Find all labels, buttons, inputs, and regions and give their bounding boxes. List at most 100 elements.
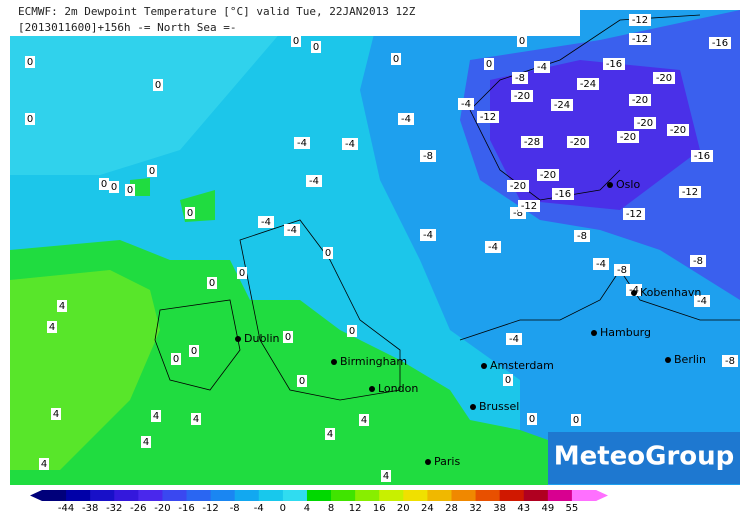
contour-label: 0 <box>127 185 133 196</box>
city-dot <box>470 404 476 410</box>
colorbar-label: 8 <box>328 503 334 514</box>
colorbar-segment <box>451 490 477 501</box>
contour-label-box <box>189 345 199 357</box>
colorbar-segment <box>523 490 549 501</box>
contour-label: 0 <box>293 36 299 47</box>
contour-label: -4 <box>488 242 498 253</box>
contour-label: 4 <box>327 429 333 440</box>
contour-label: -20 <box>540 170 556 181</box>
contour-label-box <box>551 99 573 111</box>
contour-label-box <box>99 178 109 190</box>
contour-label-box <box>191 413 201 425</box>
contour-label-box <box>518 200 540 212</box>
contour-label: -24 <box>554 100 570 111</box>
contour-label-box <box>391 53 401 65</box>
contour-label: -20 <box>637 118 653 129</box>
contour-label-box <box>25 113 35 125</box>
contour-label-box <box>517 35 527 47</box>
contour-label-box <box>629 94 651 106</box>
contour-label-box <box>153 79 163 91</box>
city-dot <box>481 363 487 369</box>
colorbar-label: 43 <box>517 503 530 514</box>
cities: Oslo Kobenhavn Hamburg Berlin Amsterdam Dubli… <box>235 178 706 468</box>
contour-label: -4 <box>297 138 307 149</box>
contour-label: -20 <box>632 95 648 106</box>
contour-label: -16 <box>694 151 710 162</box>
city-label: Birmingham <box>340 355 407 368</box>
contour-label: 0 <box>349 326 355 337</box>
contour-label: -12 <box>626 209 642 220</box>
contour-label-box <box>521 136 543 148</box>
contour-label-box <box>512 72 528 84</box>
colorbar-arrow <box>596 490 608 501</box>
map <box>10 10 740 485</box>
city-label: Amsterdam <box>490 359 554 372</box>
colorbar-segment <box>186 490 212 501</box>
contour-label-box <box>25 56 35 68</box>
contour-label: 0 <box>519 36 525 47</box>
contour-label-box <box>284 224 300 236</box>
city-dot <box>607 182 613 188</box>
header-line: [2013011600]+156h -= North Sea =- <box>18 21 237 34</box>
colorbar-label: 20 <box>397 503 410 514</box>
colorbar-label: -32 <box>106 503 122 514</box>
city-dot <box>591 330 597 336</box>
contour-label: -4 <box>596 259 606 270</box>
contour-label: -16 <box>712 38 728 49</box>
colorbar-segment <box>306 490 332 501</box>
contour-label-box <box>477 111 499 123</box>
contour-label: -16 <box>606 59 622 70</box>
colorbar-segment <box>234 490 260 501</box>
colorbar-segment <box>547 490 573 501</box>
contour-label-box <box>690 255 706 267</box>
contour-label: -20 <box>670 125 686 136</box>
contour-label-box <box>325 428 335 440</box>
coastline <box>459 269 740 341</box>
contour-label-box <box>57 300 67 312</box>
colorbar-label: 4 <box>304 503 310 514</box>
contour-label: 0 <box>325 248 331 259</box>
contour-label: -4 <box>537 62 547 73</box>
city-dot <box>331 359 337 365</box>
contour-label-box <box>342 138 358 150</box>
contour-label-box <box>359 414 369 426</box>
contour-label-box <box>306 175 322 187</box>
header-line: ECMWF: 2m Dewpoint Temperature [°C] vali… <box>18 5 416 18</box>
contour-label-box <box>679 186 701 198</box>
contour-label-box <box>294 137 310 149</box>
contour-label-box <box>617 131 639 143</box>
contour-label: 4 <box>53 409 59 420</box>
header-box <box>10 0 580 36</box>
contour-label-box <box>567 136 589 148</box>
colorbar-segment <box>427 490 452 501</box>
colorbar-segment <box>331 490 356 501</box>
contour-label: 0 <box>299 376 305 387</box>
contour-label-box <box>694 295 710 307</box>
contour-label: -4 <box>287 225 297 236</box>
contour-label-box <box>171 353 181 365</box>
contour-label-box <box>527 413 537 425</box>
contour-label: -20 <box>570 137 586 148</box>
colorbar-segment <box>403 490 428 501</box>
contour-label-box <box>151 410 161 422</box>
contour-label: -24 <box>580 79 596 90</box>
contour-label: 4 <box>193 414 199 425</box>
logo: MeteoGroup <box>554 442 735 472</box>
colorbar-segment <box>162 490 188 501</box>
contour-label-box <box>297 375 307 387</box>
contour-label: -20 <box>656 73 672 84</box>
contour-label: -12 <box>682 187 698 198</box>
contour-label-box <box>614 264 630 276</box>
colorbar-label: 28 <box>445 503 458 514</box>
contour-label-box <box>109 181 119 193</box>
contour-label-box <box>634 117 656 129</box>
contour-label-box <box>141 436 151 448</box>
land-lightgreen <box>10 270 160 470</box>
contour-label-box <box>623 208 645 220</box>
colorbar-segment <box>499 490 525 501</box>
contour-label: 0 <box>27 57 33 68</box>
contour-label-box <box>420 229 436 241</box>
contour-label: 0 <box>313 42 319 53</box>
contour-label: -12 <box>480 112 496 123</box>
